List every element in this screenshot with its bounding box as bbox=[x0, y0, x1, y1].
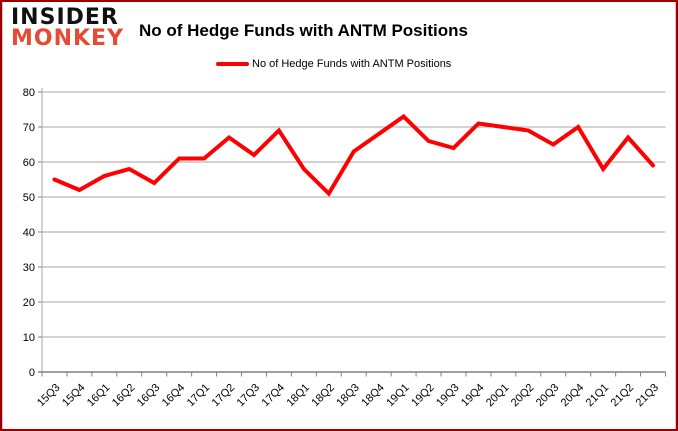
x-axis-label: 21Q3 bbox=[634, 382, 662, 410]
x-axis-label: 21Q1 bbox=[584, 382, 612, 410]
legend-label: No of Hedge Funds with ANTM Positions bbox=[252, 58, 452, 70]
x-axis-label: 15Q3 bbox=[35, 382, 63, 410]
x-axis-label: 16Q2 bbox=[110, 382, 138, 410]
insider-monkey-logo: INSIDER MONKEY bbox=[11, 5, 125, 51]
y-axis-label: 40 bbox=[23, 227, 35, 239]
x-axis-label: 18Q3 bbox=[334, 382, 362, 410]
x-axis-label: 18Q2 bbox=[309, 382, 337, 410]
x-axis-label: 19Q2 bbox=[409, 382, 437, 410]
x-axis-label: 20Q3 bbox=[534, 382, 562, 410]
x-axis-label: 20Q1 bbox=[484, 382, 512, 410]
chart-line bbox=[52, 113, 656, 197]
x-axis-label: 19Q3 bbox=[434, 382, 462, 410]
chart-title: No of Hedge Funds with ANTM Positions bbox=[139, 21, 468, 40]
x-axis-label: 19Q1 bbox=[384, 382, 412, 410]
y-axis-label: 60 bbox=[23, 157, 35, 169]
y-axis-label: 50 bbox=[23, 192, 35, 204]
x-axis-label: 17Q2 bbox=[210, 382, 238, 410]
x-axis-label: 17Q3 bbox=[235, 382, 263, 410]
y-axis-label: 0 bbox=[29, 367, 35, 379]
legend-line-swatch bbox=[216, 62, 249, 66]
x-axis-label: 18Q4 bbox=[359, 382, 387, 410]
x-axis-label: 16Q4 bbox=[160, 382, 188, 410]
x-axis-label: 16Q1 bbox=[85, 382, 113, 410]
x-axis-label: 21Q2 bbox=[609, 382, 637, 410]
x-axis-label: 15Q4 bbox=[60, 382, 88, 410]
y-axis-label: 80 bbox=[23, 87, 35, 99]
legend: No of Hedge Funds with ANTM Positions bbox=[216, 58, 451, 70]
x-axis-label: 17Q4 bbox=[260, 382, 288, 410]
x-axis-label: 20Q4 bbox=[559, 382, 587, 410]
x-axis-label: 18Q1 bbox=[284, 382, 312, 410]
x-axis-label: 20Q2 bbox=[509, 382, 537, 410]
x-axis-label: 19Q4 bbox=[459, 382, 487, 410]
x-axis-label: 17Q1 bbox=[185, 382, 213, 410]
logo-text-insider: INSIDER bbox=[11, 5, 119, 30]
y-axis-label: 20 bbox=[23, 297, 35, 309]
x-axis-label: 16Q3 bbox=[135, 382, 163, 410]
y-axis-label: 10 bbox=[23, 332, 35, 344]
y-axis-label: 70 bbox=[23, 122, 35, 134]
logo-text-monkey: MONKEY bbox=[11, 25, 125, 51]
y-axis-label: 30 bbox=[23, 262, 35, 274]
